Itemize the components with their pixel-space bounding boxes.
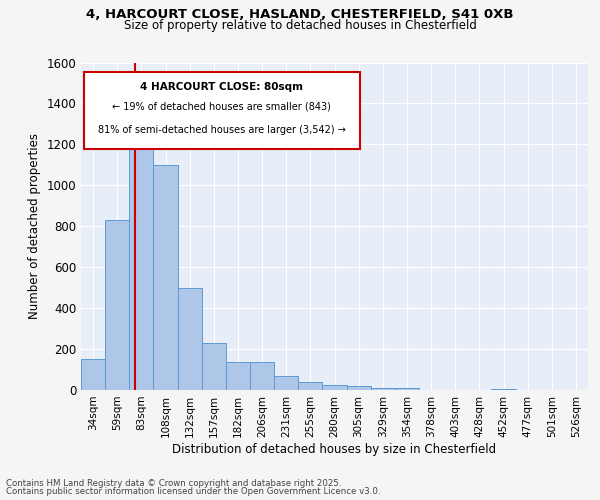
Bar [491,389,515,390]
Text: Size of property relative to detached houses in Chesterfield: Size of property relative to detached ho… [124,18,476,32]
X-axis label: Distribution of detached houses by size in Chesterfield: Distribution of detached houses by size … [172,442,497,456]
Y-axis label: Number of detached properties: Number of detached properties [28,133,41,320]
Bar [274,376,298,390]
Bar [105,220,129,390]
Bar [154,165,178,390]
Bar [347,386,371,390]
Bar [129,124,154,390]
Bar [298,382,322,390]
Text: ← 19% of detached houses are smaller (843): ← 19% of detached houses are smaller (84… [112,102,331,112]
Bar [178,288,202,390]
Bar [81,360,105,390]
Bar [395,388,419,390]
Bar [250,362,274,390]
Text: Contains HM Land Registry data © Crown copyright and database right 2025.: Contains HM Land Registry data © Crown c… [6,478,341,488]
Bar [202,343,226,390]
Text: Contains public sector information licensed under the Open Government Licence v3: Contains public sector information licen… [6,487,380,496]
Bar [226,362,250,390]
Text: 4 HARCOURT CLOSE: 80sqm: 4 HARCOURT CLOSE: 80sqm [140,82,303,92]
Text: 81% of semi-detached houses are larger (3,542) →: 81% of semi-detached houses are larger (… [98,124,346,134]
FancyBboxPatch shape [83,72,360,150]
Bar [322,385,347,390]
Bar [371,388,395,390]
Text: 4, HARCOURT CLOSE, HASLAND, CHESTERFIELD, S41 0XB: 4, HARCOURT CLOSE, HASLAND, CHESTERFIELD… [86,8,514,20]
